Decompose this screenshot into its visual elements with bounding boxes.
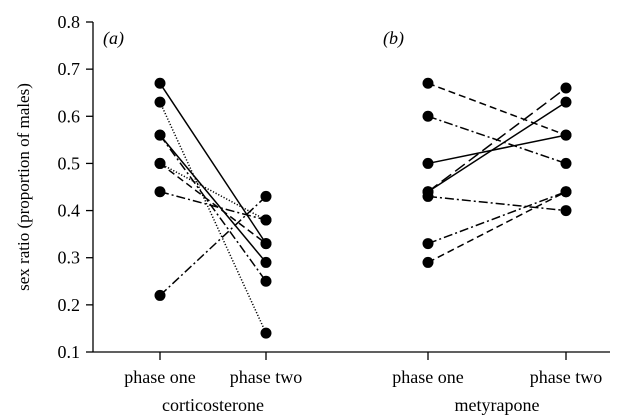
- data-point: [422, 256, 434, 268]
- y-tick-label: 0.8: [58, 12, 81, 32]
- data-point: [560, 82, 572, 94]
- y-tick-label: 0.4: [58, 201, 81, 221]
- x-tick-label: phase one: [392, 367, 463, 387]
- y-tick-label: 0.5: [58, 153, 81, 173]
- series-line: [427, 191, 567, 264]
- series-line: [427, 87, 567, 193]
- series-line: [159, 134, 267, 263]
- data-point: [154, 96, 166, 108]
- series-line: [427, 134, 567, 165]
- data-point: [260, 214, 272, 226]
- data-point: [560, 157, 572, 169]
- data-point: [154, 157, 166, 169]
- data-point: [422, 110, 434, 122]
- data-point: [154, 77, 166, 89]
- treatment-label: metyrapone: [455, 395, 540, 415]
- treatment-label: corticosterone: [162, 395, 264, 415]
- data-point: [154, 289, 166, 301]
- series-line: [159, 134, 267, 282]
- y-axis-label: sex ratio (proportion of males): [14, 83, 33, 291]
- panel-a: phase one phase two corticosterone (a): [103, 28, 302, 415]
- data-point: [260, 190, 272, 202]
- data-point: [154, 186, 166, 198]
- series-line: [159, 190, 267, 221]
- series-line: [427, 82, 567, 136]
- data-point: [560, 186, 572, 198]
- series-line: [159, 195, 267, 296]
- y-tick-label: 0.2: [58, 295, 81, 315]
- data-point: [560, 96, 572, 108]
- x-tick-label: phase two: [530, 367, 602, 387]
- series-line: [159, 82, 267, 244]
- panel-b: phase one phase two metyrapone (b): [383, 28, 602, 415]
- panel-label: (a): [103, 28, 124, 49]
- series-line: [159, 101, 267, 334]
- series-line: [427, 195, 567, 212]
- data-point: [422, 157, 434, 169]
- data-point: [260, 256, 272, 268]
- y-tick-label: 0.6: [58, 106, 81, 126]
- x-tick-label: phase one: [124, 367, 195, 387]
- data-point: [422, 77, 434, 89]
- series-line: [427, 101, 567, 193]
- series-line: [427, 191, 567, 245]
- y-tick-label: 0.3: [58, 248, 81, 268]
- panel-label: (b): [383, 28, 404, 49]
- axes: 0.1 0.2 0.3 0.4 0.5 0.6 0.7 0.8: [58, 12, 610, 362]
- data-point: [422, 238, 434, 250]
- data-point: [422, 190, 434, 202]
- series-line: [159, 162, 267, 245]
- y-tick-label: 0.7: [58, 59, 81, 79]
- panels: phase one phase twocorticosterone(a)phase…: [103, 28, 602, 415]
- data-point: [560, 205, 572, 217]
- y-ticks: 0.1 0.2 0.3 0.4 0.5 0.6 0.7 0.8: [58, 12, 93, 362]
- x-tick-label: phase two: [230, 367, 302, 387]
- data-point: [154, 129, 166, 141]
- y-tick-label: 0.1: [58, 342, 81, 362]
- data-point: [260, 275, 272, 287]
- data-point: [560, 129, 572, 141]
- series-line: [159, 162, 267, 221]
- data-point: [260, 238, 272, 250]
- data-point: [260, 327, 272, 339]
